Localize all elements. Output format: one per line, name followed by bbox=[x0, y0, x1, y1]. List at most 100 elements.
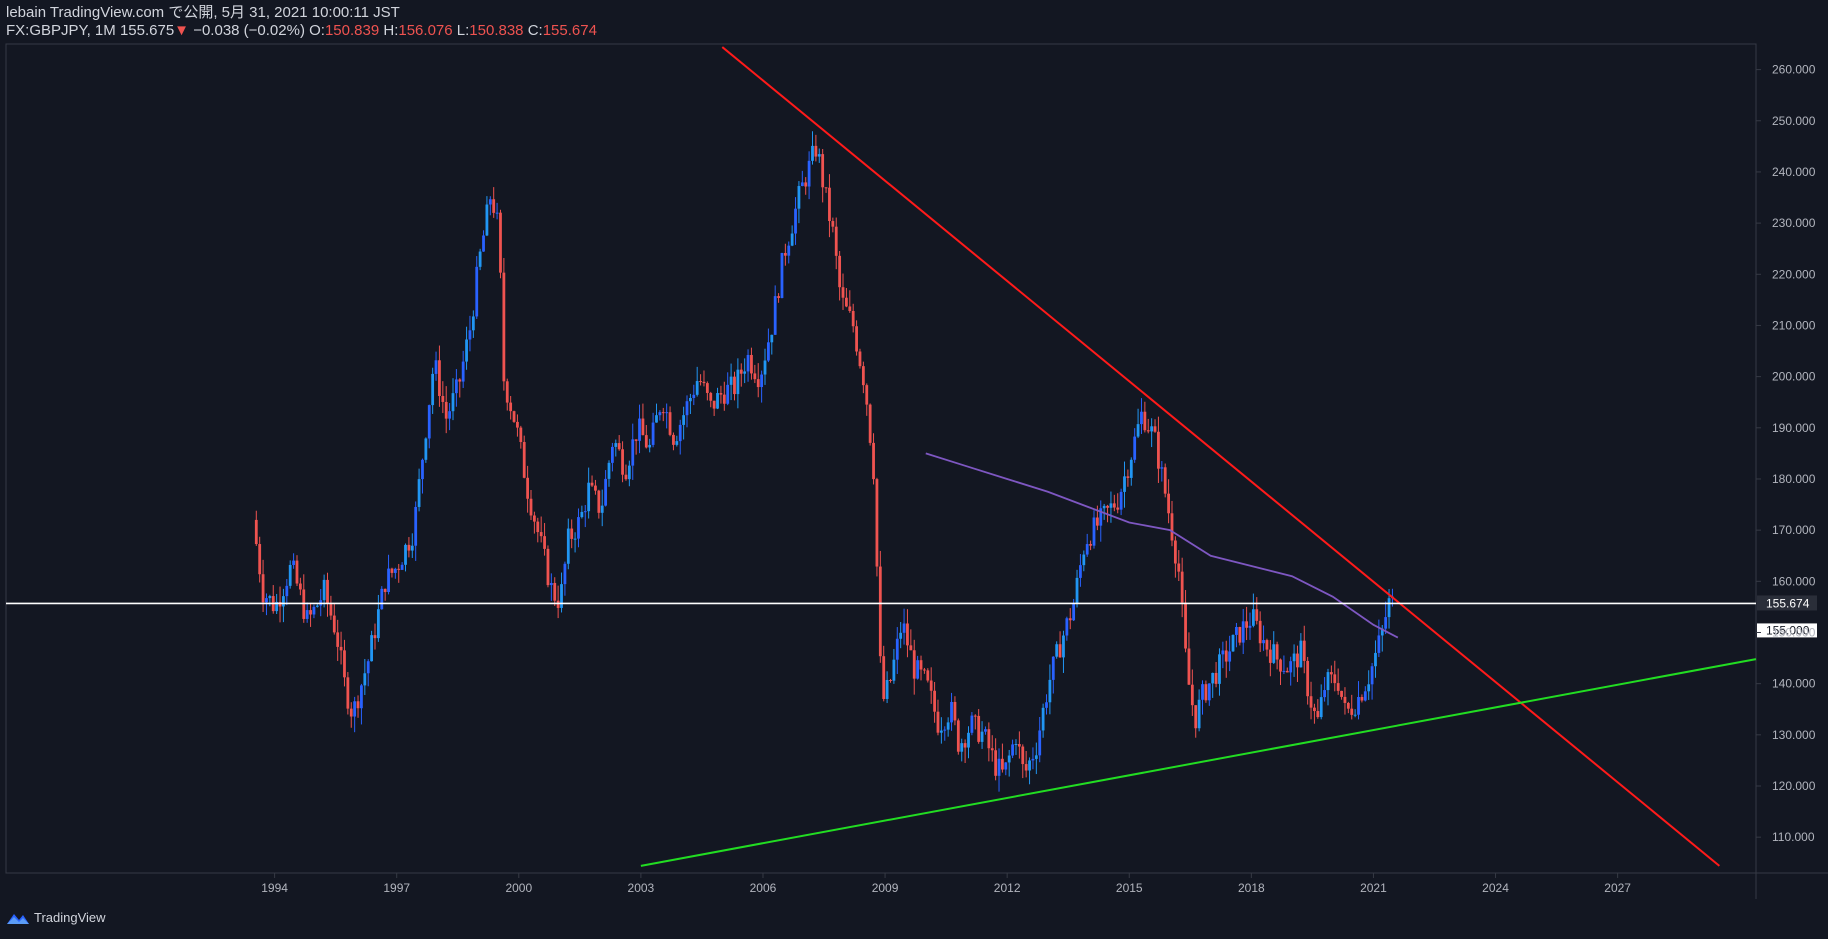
candle-body bbox=[702, 381, 706, 384]
candle-body bbox=[1112, 503, 1116, 508]
ohlc-line: FX:GBPJPY, 1M 155.675▼ −0.038 (−0.02%) O… bbox=[6, 22, 597, 40]
candle-body bbox=[434, 360, 438, 374]
time-axis[interactable]: 1994 1997 2000 2003 2006 2009 2012 2015 2018 2021… bbox=[261, 873, 1631, 895]
candle-body bbox=[1346, 702, 1350, 709]
overlays-group: 155.674 155.000 bbox=[6, 46, 1817, 867]
candle-body bbox=[868, 404, 872, 443]
candle-body bbox=[1285, 670, 1289, 673]
price-axis[interactable]: 110.000 120.000 130.000 140.000 150.000 160.0… bbox=[1756, 63, 1816, 845]
candle-body bbox=[1343, 696, 1347, 703]
candle-body bbox=[295, 560, 299, 584]
candle-body bbox=[800, 182, 804, 187]
publish-line: lebain TradingView.com で公開, 5月 31, 2021 … bbox=[6, 4, 400, 21]
candle-body bbox=[309, 610, 312, 615]
candle-body bbox=[875, 479, 879, 567]
candle-body bbox=[678, 424, 682, 442]
high-label: H: bbox=[383, 22, 399, 39]
candle-body bbox=[1058, 644, 1062, 658]
candles-group bbox=[254, 131, 1394, 792]
footer-brand[interactable]: TradingView bbox=[6, 910, 106, 925]
candle-body bbox=[1329, 672, 1333, 675]
time-tick-label: 2009 bbox=[872, 881, 899, 895]
time-tick-label: 2018 bbox=[1238, 881, 1265, 895]
candle-body bbox=[817, 154, 821, 157]
open-value: 150.839 bbox=[324, 22, 380, 39]
candle-body bbox=[383, 588, 387, 593]
candle-body bbox=[356, 701, 360, 709]
candle-body bbox=[1207, 683, 1211, 701]
candle-body bbox=[597, 490, 601, 513]
candle-body bbox=[1299, 640, 1303, 668]
candle-body bbox=[1017, 744, 1021, 747]
candle-body bbox=[1153, 426, 1157, 432]
candle-body bbox=[285, 585, 289, 597]
candle-body bbox=[563, 563, 567, 585]
candle-body bbox=[1326, 672, 1330, 691]
candle-body bbox=[699, 381, 702, 383]
candle-body bbox=[1313, 707, 1316, 712]
candle-body bbox=[661, 412, 665, 414]
candle-body bbox=[553, 582, 557, 601]
descending-resistance-trendline bbox=[721, 46, 1721, 867]
candle-body bbox=[502, 272, 506, 382]
candle-body bbox=[641, 418, 645, 436]
candle-body bbox=[675, 441, 679, 445]
candle-body bbox=[336, 632, 340, 647]
candle-body bbox=[312, 606, 316, 615]
candle-body bbox=[1336, 683, 1340, 691]
candle-body bbox=[1051, 656, 1055, 680]
candle-body bbox=[719, 393, 723, 395]
candle-body bbox=[1235, 627, 1238, 635]
candle-body bbox=[461, 361, 465, 382]
candle-body bbox=[1068, 618, 1072, 621]
candle-body bbox=[1143, 411, 1147, 431]
time-tick-label: 1994 bbox=[261, 881, 288, 895]
candle-body bbox=[400, 564, 404, 570]
candle-body bbox=[1258, 620, 1262, 644]
candle-body bbox=[532, 515, 536, 522]
candle-body bbox=[933, 690, 936, 712]
price-tick-label: 240.000 bbox=[1772, 165, 1816, 179]
candle-body bbox=[902, 623, 906, 633]
candle-body bbox=[1014, 744, 1018, 746]
candle-body bbox=[465, 339, 468, 362]
candle-body bbox=[1370, 666, 1374, 685]
candle-body bbox=[1075, 577, 1079, 604]
last-price-label: 155.674 bbox=[1766, 596, 1810, 610]
candle-body bbox=[722, 394, 726, 404]
candle-body bbox=[610, 446, 614, 463]
candle-body bbox=[783, 252, 787, 256]
candle-body bbox=[546, 548, 550, 586]
candle-body bbox=[1048, 679, 1052, 703]
candle-body bbox=[353, 701, 357, 717]
candle-body bbox=[539, 532, 543, 537]
candle-body bbox=[577, 517, 580, 539]
change-value: −0.038 (−0.02%) bbox=[193, 22, 305, 39]
candle-body bbox=[607, 462, 611, 479]
candle-body bbox=[648, 444, 652, 448]
candle-body bbox=[1092, 517, 1096, 546]
candle-body bbox=[404, 544, 407, 565]
candle-body bbox=[1272, 644, 1276, 663]
candle-body bbox=[665, 412, 669, 414]
candle-body bbox=[292, 560, 295, 565]
candle-body bbox=[1041, 707, 1045, 731]
candle-body bbox=[560, 584, 563, 608]
candle-body bbox=[590, 482, 594, 486]
candle-body bbox=[1228, 651, 1232, 662]
candle-body bbox=[838, 255, 842, 288]
candle-body bbox=[349, 708, 353, 717]
candle-body bbox=[380, 588, 384, 610]
candle-body bbox=[614, 443, 618, 447]
candle-body bbox=[943, 729, 947, 731]
candle-body bbox=[1190, 684, 1194, 706]
time-tick-label: 2003 bbox=[628, 881, 655, 895]
candle-body bbox=[753, 373, 757, 380]
candle-body bbox=[831, 221, 835, 227]
candle-body bbox=[421, 459, 424, 480]
open-label: O: bbox=[309, 22, 325, 39]
candle-body bbox=[573, 538, 577, 540]
candle-body bbox=[760, 374, 764, 388]
candle-body bbox=[705, 383, 709, 393]
